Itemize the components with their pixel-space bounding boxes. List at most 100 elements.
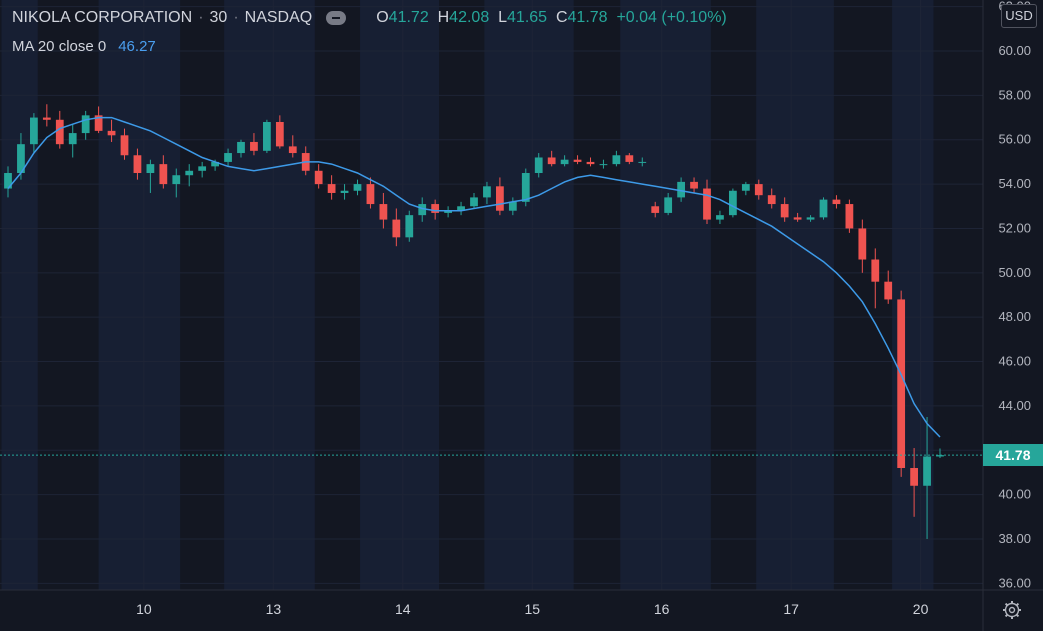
time-axis: 10 13 14 15 16 17 20: [0, 589, 1043, 617]
candle-body: [224, 153, 232, 162]
candle-body: [457, 206, 465, 211]
candle-body: [897, 299, 906, 469]
candle-body: [832, 199, 841, 205]
candle-body: [483, 186, 491, 198]
candle-body: [250, 141, 258, 151]
candle: [366, 177, 375, 209]
time-tick: 13: [266, 601, 282, 617]
candle: [716, 210, 724, 225]
candle-body: [754, 184, 763, 196]
time-tick: 10: [136, 601, 152, 617]
candle-body: [703, 188, 711, 220]
candle-body: [327, 184, 336, 193]
session-band: [98, 0, 181, 590]
candle-body: [353, 184, 362, 191]
high-label: H: [437, 9, 450, 26]
candle: [4, 166, 12, 198]
candle-body: [172, 175, 181, 185]
candle: [638, 157, 647, 167]
candle: [405, 210, 414, 242]
candle: [599, 159, 608, 169]
candle-body: [68, 133, 77, 145]
candle: [767, 188, 776, 209]
candle: [172, 168, 181, 198]
candle-body: [560, 159, 569, 165]
candle: [392, 208, 401, 247]
indicator-row[interactable]: MA 20 close 0 46.27: [12, 35, 727, 57]
candle: [314, 164, 323, 189]
candle: [444, 206, 452, 218]
candle-body: [237, 141, 245, 154]
candle-body: [638, 161, 647, 163]
separator-dot: ·: [233, 9, 239, 26]
candle-body: [133, 155, 142, 174]
candle: [819, 197, 828, 220]
ma-line: [7, 116, 941, 438]
candle-body: [910, 468, 918, 486]
candle: [560, 155, 569, 167]
candle: [159, 155, 168, 189]
candle: [677, 177, 685, 202]
indicator-value: 46.27: [118, 37, 156, 55]
candle: [793, 212, 802, 222]
price-tick: 40.00: [998, 487, 1031, 502]
candle: [263, 119, 271, 154]
candle: [586, 157, 595, 167]
candle-body: [444, 210, 452, 213]
time-tick: 14: [395, 601, 411, 617]
change-value: +0.04 (+0.10%): [616, 9, 727, 26]
candle-body: [314, 170, 323, 185]
candle: [845, 199, 854, 233]
price-tick: 50.00: [998, 265, 1031, 280]
close-label: C: [555, 9, 568, 26]
candle: [198, 161, 207, 178]
candle: [483, 181, 491, 205]
symbol-row: NIKOLA CORPORATION · 30 · NASDAQ O41.72 …: [12, 7, 727, 29]
price-axis: 62.0060.0058.0056.0054.0052.0050.0048.00…: [982, 0, 1031, 631]
candle-body: [55, 119, 64, 145]
price-tick: 56.00: [998, 132, 1031, 147]
candle: [625, 153, 634, 165]
price-tick: 46.00: [998, 354, 1031, 369]
candle-body: [211, 161, 219, 167]
candle: [884, 270, 893, 304]
candle-body: [431, 204, 440, 213]
gear-icon[interactable]: [1002, 600, 1022, 620]
candle: [612, 150, 621, 167]
candle-body: [793, 217, 802, 220]
candle-body: [288, 146, 297, 154]
candle-body: [366, 184, 375, 205]
ohlc-values: O41.72 H42.08 L41.65 C41.78 +0.04 (+0.10…: [376, 9, 727, 27]
candle-body: [936, 455, 944, 457]
candle: [379, 192, 388, 229]
candle: [573, 155, 582, 165]
candle-body: [923, 456, 931, 486]
candle-body: [418, 204, 427, 216]
candle-body: [42, 117, 51, 120]
candle-body: [146, 164, 155, 174]
candle: [81, 110, 90, 140]
price-tick: 54.00: [998, 176, 1031, 191]
minus-icon[interactable]: [326, 11, 347, 25]
symbol-name[interactable]: NIKOLA CORPORATION: [12, 9, 193, 26]
interval-label[interactable]: 30: [209, 9, 228, 26]
price-tick: 60.00: [998, 43, 1031, 58]
chart-legend: NIKOLA CORPORATION · 30 · NASDAQ O41.72 …: [12, 7, 727, 57]
currency-button[interactable]: USD: [1001, 4, 1037, 28]
candle-body: [185, 170, 194, 176]
time-tick: 20: [913, 601, 929, 617]
candle-body: [17, 144, 25, 174]
candle: [729, 188, 737, 218]
open-value: 41.72: [388, 9, 429, 26]
candle-body: [690, 181, 698, 189]
candle: [431, 199, 440, 220]
candle: [457, 201, 465, 216]
candle: [275, 115, 284, 149]
time-tick: 15: [524, 601, 540, 617]
candle-body: [30, 117, 38, 145]
candle-body: [159, 164, 168, 185]
indicator-label[interactable]: MA 20 close 0: [12, 37, 107, 55]
candle: [923, 416, 931, 539]
